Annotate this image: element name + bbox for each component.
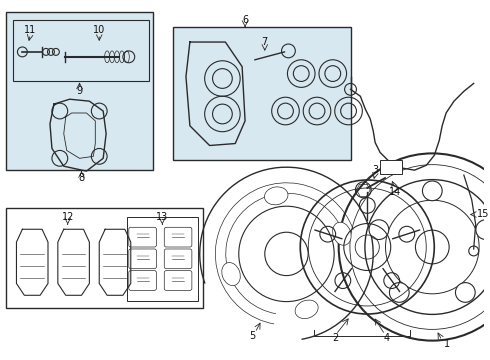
- Text: 7: 7: [262, 37, 268, 47]
- Ellipse shape: [222, 262, 240, 285]
- Text: 8: 8: [78, 173, 85, 183]
- Ellipse shape: [295, 300, 318, 319]
- Bar: [5, 208, 203, 308]
- Text: 13: 13: [156, 212, 169, 222]
- Bar: [173, 27, 350, 160]
- Text: 1: 1: [444, 338, 450, 348]
- Bar: [5, 13, 153, 170]
- Text: 2: 2: [333, 333, 339, 343]
- Bar: [13, 21, 148, 81]
- Text: 5: 5: [249, 331, 255, 341]
- Ellipse shape: [265, 187, 288, 205]
- Text: 15: 15: [477, 210, 489, 220]
- Bar: [380, 160, 402, 174]
- Circle shape: [456, 283, 475, 302]
- Text: 4: 4: [384, 333, 390, 343]
- Circle shape: [369, 220, 389, 239]
- Text: 9: 9: [76, 86, 83, 96]
- Bar: [127, 217, 198, 301]
- Text: 10: 10: [93, 25, 105, 35]
- Circle shape: [476, 220, 490, 239]
- Text: 11: 11: [24, 25, 36, 35]
- Text: 12: 12: [62, 212, 74, 222]
- Circle shape: [390, 283, 409, 302]
- Text: 14: 14: [389, 187, 401, 197]
- Text: 3: 3: [372, 165, 378, 175]
- Circle shape: [422, 181, 442, 201]
- Ellipse shape: [333, 222, 351, 245]
- Text: 6: 6: [242, 15, 248, 25]
